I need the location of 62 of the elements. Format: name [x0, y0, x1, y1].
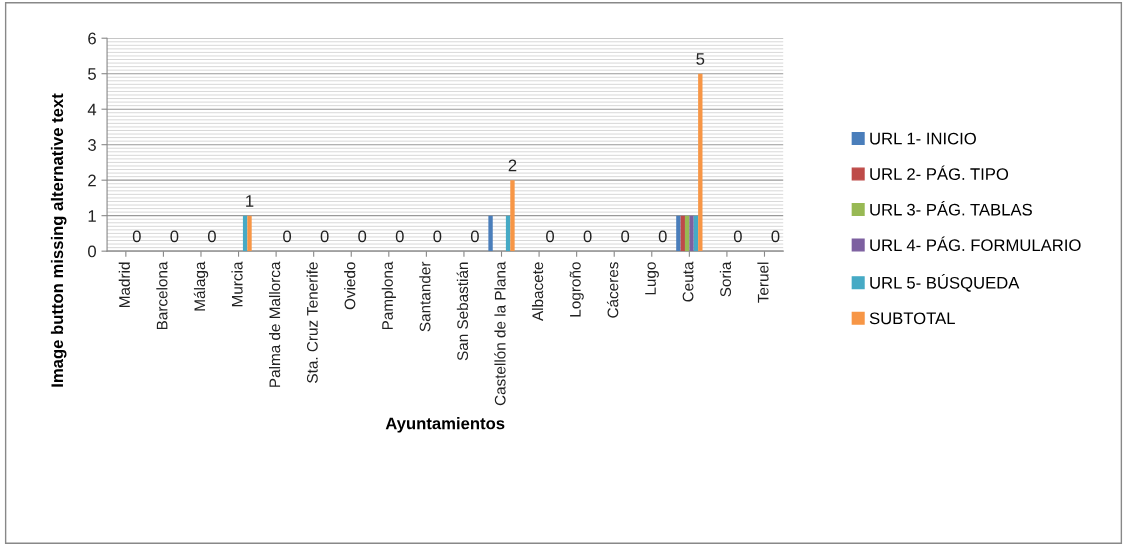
- bar: [242, 215, 248, 252]
- x-tick-label: Málaga: [193, 261, 209, 311]
- data-label: 0: [395, 230, 404, 243]
- x-tick-label: Albacete: [531, 262, 544, 321]
- x-tick-label: Sta. Cruz Tenerife: [306, 262, 318, 383]
- data-label: 0: [170, 230, 179, 243]
- data-label: 0: [207, 230, 216, 243]
- bar: [693, 215, 699, 252]
- y-tick-label: 1: [88, 210, 96, 222]
- x-tick-label: Cáceres: [606, 262, 619, 318]
- bar: [247, 215, 252, 252]
- x-axis-title: Ayuntamientos: [385, 417, 505, 433]
- bar: [676, 215, 681, 252]
- legend-label: URL 2- PÁG. TIPO: [870, 165, 1009, 180]
- data-label: 0: [658, 230, 667, 243]
- x-tick-label: Murcia: [231, 261, 243, 307]
- x-tick-label: Pamplona: [381, 261, 396, 330]
- x-tick-label: Barcelona: [156, 261, 168, 330]
- data-label: 0: [771, 230, 780, 243]
- data-label: 0: [733, 230, 742, 243]
- y-axis-title: Image button missing alternative text: [50, 93, 67, 387]
- bar: [684, 215, 690, 252]
- data-label: 0: [621, 230, 630, 243]
- data-label: 5: [696, 53, 705, 65]
- y-tick-label: 2: [88, 174, 96, 187]
- x-tick-label: Teruel: [757, 262, 769, 303]
- data-label: 2: [508, 159, 517, 172]
- bar: [488, 215, 493, 252]
- legend-label: URL 3- PÁG. TABLAS: [870, 200, 1032, 216]
- x-tick-label: Santander: [419, 261, 431, 332]
- x-tick-label: Madrid: [118, 262, 130, 308]
- data-label: 0: [583, 230, 592, 243]
- legend-label: URL 5- BÚSQUEDA: [870, 274, 1020, 292]
- legend-label: SUBTOTAL: [869, 312, 955, 325]
- x-tick-label: Palma de Mallorca: [268, 261, 281, 387]
- bar: [505, 215, 511, 252]
- data-label: 0: [132, 230, 141, 243]
- x-tick-label: Lugo: [645, 262, 659, 295]
- bar: [680, 215, 685, 252]
- y-tick-label: 5: [88, 68, 96, 80]
- data-label: 0: [320, 230, 329, 243]
- data-label: 1: [246, 195, 254, 207]
- x-tick-label: San Sebastián: [456, 262, 469, 361]
- bar: [510, 180, 515, 252]
- data-label: 0: [546, 230, 555, 243]
- data-label: 0: [283, 230, 292, 243]
- y-tick-label: 6: [88, 32, 96, 45]
- bar: [689, 215, 694, 252]
- y-tick-label: 0: [88, 245, 96, 258]
- data-label: 0: [470, 230, 479, 243]
- x-tick-label: Logroño: [569, 262, 584, 317]
- legend-label: URL 1- INICIO: [870, 132, 976, 145]
- x-tick-label: Castellón de la Plana: [494, 261, 506, 406]
- x-tick-label: Ceuta: [682, 261, 694, 302]
- x-tick-label: Oviedo: [344, 262, 356, 310]
- y-tick-label: 4: [87, 103, 97, 116]
- legend-label: URL 4- PÁG. FORMULARIO: [870, 236, 1081, 252]
- bar: [698, 73, 703, 252]
- x-tick-label: Soria: [719, 261, 732, 297]
- y-tick-label: 3: [88, 139, 96, 151]
- data-label: 0: [358, 230, 367, 243]
- data-label: 0: [433, 230, 442, 243]
